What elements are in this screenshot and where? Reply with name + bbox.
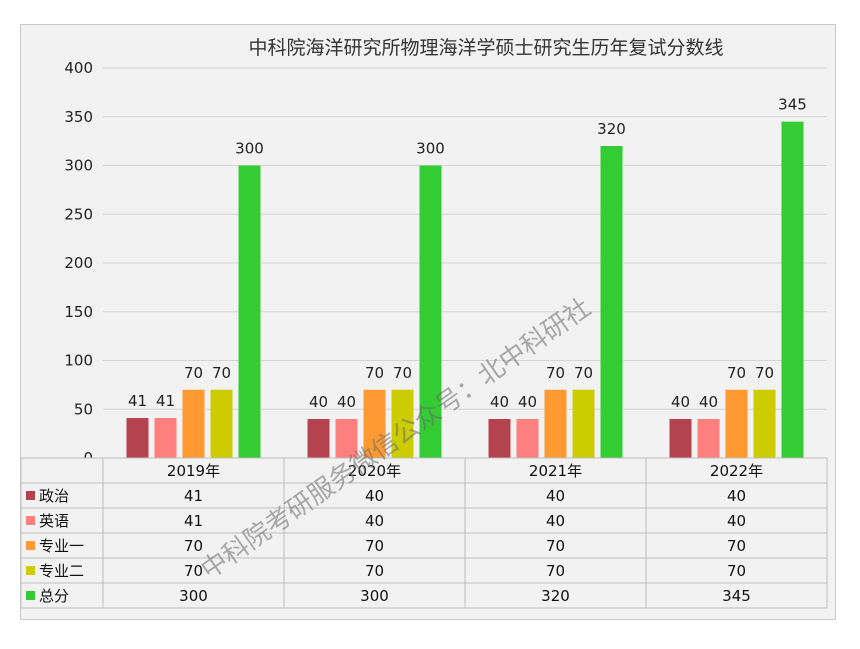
table-cell: 300 xyxy=(360,587,389,605)
y-tick-label: 150 xyxy=(64,303,93,321)
bar-data-label: 320 xyxy=(597,120,626,138)
bar-data-label: 300 xyxy=(416,140,445,158)
table-cell: 320 xyxy=(541,587,570,605)
bar xyxy=(335,419,358,458)
series-name: 专业一 xyxy=(39,537,84,555)
bar xyxy=(182,389,205,458)
bar xyxy=(697,419,720,458)
bar xyxy=(753,389,776,458)
bar-data-label: 40 xyxy=(490,393,509,411)
bar-data-label: 70 xyxy=(574,364,593,382)
bar-data-label: 300 xyxy=(235,140,264,158)
chart-title: 中科院海洋研究所物理海洋学硕士研究生历年复试分数线 xyxy=(248,37,723,59)
category-label: 2020年 xyxy=(348,462,401,480)
table-cell: 70 xyxy=(727,537,746,555)
bar xyxy=(781,121,804,458)
series-name: 英语 xyxy=(39,512,69,530)
y-tick-label: 400 xyxy=(64,59,93,77)
bar xyxy=(363,389,386,458)
chart-frame: 0501001502002503003504004141707030040407… xyxy=(20,24,836,620)
y-tick-label: 250 xyxy=(64,205,93,223)
bar-data-label: 40 xyxy=(671,393,690,411)
bar-data-label: 70 xyxy=(727,364,746,382)
table-cell: 41 xyxy=(184,487,203,505)
legend-swatch xyxy=(26,566,35,575)
table-cell: 70 xyxy=(546,562,565,580)
bar-data-label: 70 xyxy=(393,364,412,382)
table-cell: 40 xyxy=(546,512,565,530)
y-tick-label: 200 xyxy=(64,254,93,272)
bar xyxy=(126,418,149,458)
bar-data-label: 70 xyxy=(755,364,774,382)
bar xyxy=(725,389,748,458)
legend-swatch xyxy=(26,591,35,600)
table-cell: 70 xyxy=(727,562,746,580)
bar xyxy=(419,165,442,458)
table-cell: 40 xyxy=(546,487,565,505)
bar-chart: 0501001502002503003504004141707030040407… xyxy=(21,37,828,609)
series-name: 总分 xyxy=(39,587,69,605)
category-label: 2019年 xyxy=(167,462,220,480)
y-tick-label: 300 xyxy=(64,157,93,175)
bar xyxy=(544,389,567,458)
table-cell: 70 xyxy=(365,537,384,555)
table-cell: 40 xyxy=(365,487,384,505)
series-name: 专业二 xyxy=(39,562,84,580)
table-cell: 40 xyxy=(727,512,746,530)
bar-data-label: 41 xyxy=(156,392,175,410)
bar-data-label: 40 xyxy=(309,393,328,411)
bar xyxy=(210,389,233,458)
bar xyxy=(307,419,330,458)
table-cell: 70 xyxy=(546,537,565,555)
legend-swatch xyxy=(26,491,35,500)
table-cell: 41 xyxy=(184,512,203,530)
bar xyxy=(600,146,623,458)
table-cell: 300 xyxy=(179,587,208,605)
bar-data-label: 40 xyxy=(699,393,718,411)
category-label: 2022年 xyxy=(710,462,763,480)
table-cell: 70 xyxy=(184,562,203,580)
bar xyxy=(238,165,261,458)
bar xyxy=(669,419,692,458)
bar xyxy=(572,389,595,458)
y-tick-label: 100 xyxy=(64,352,93,370)
y-tick-label: 50 xyxy=(74,400,93,418)
bar xyxy=(516,419,539,458)
bar-data-label: 70 xyxy=(365,364,384,382)
bar-data-label: 70 xyxy=(184,364,203,382)
bar-data-label: 70 xyxy=(212,364,231,382)
bar xyxy=(154,418,177,458)
table-cell: 345 xyxy=(722,587,751,605)
table-cell: 70 xyxy=(184,537,203,555)
bar-data-label: 70 xyxy=(546,364,565,382)
legend-swatch xyxy=(26,516,35,525)
bar-data-label: 40 xyxy=(337,393,356,411)
table-cell: 70 xyxy=(365,562,384,580)
table-cell: 40 xyxy=(727,487,746,505)
y-tick-label: 350 xyxy=(64,108,93,126)
bar-data-label: 40 xyxy=(518,393,537,411)
series-name: 政治 xyxy=(39,487,69,505)
legend-swatch xyxy=(26,541,35,550)
bar-data-label: 345 xyxy=(778,96,807,114)
bar xyxy=(488,419,511,458)
bar xyxy=(391,389,414,458)
bar-data-label: 41 xyxy=(128,392,147,410)
category-label: 2021年 xyxy=(529,462,582,480)
table-cell: 40 xyxy=(365,512,384,530)
